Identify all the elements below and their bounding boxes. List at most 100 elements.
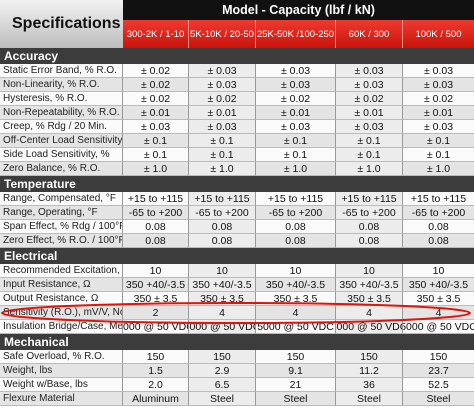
cell-value: ± 0.1: [123, 134, 189, 148]
row-label: Weight, lbs: [0, 364, 123, 378]
cell-value: ± 0.02: [189, 92, 256, 106]
row-label: Insulation Bridge/Case, MegΩ: [0, 320, 123, 334]
cell-value: ± 0.02: [123, 92, 189, 106]
cell-value: ± 0.1: [256, 134, 336, 148]
row-label: Zero Balance, % R.O.: [0, 162, 123, 176]
cell-value: -65 to +200: [403, 206, 474, 220]
cell-value: 4: [256, 306, 336, 320]
cell-value: -65 to +200: [123, 206, 189, 220]
cell-value: ± 0.03: [403, 64, 474, 78]
cell-value: ± 0.03: [189, 64, 256, 78]
cell-value: 350 +40/-3.5: [403, 278, 474, 292]
cell-value: 5000 @ 50 VDC: [336, 320, 403, 334]
cell-value: ± 0.03: [403, 120, 474, 134]
model-header: 60K / 300: [336, 20, 403, 48]
cell-value: 10: [403, 264, 474, 278]
cell-value: 2.9: [189, 364, 256, 378]
table-title: Specifications: [0, 0, 123, 48]
cell-value: ± 0.02: [123, 64, 189, 78]
cell-value: 5000 @ 50 VDC: [189, 320, 256, 334]
cell-value: +15 to +115: [256, 192, 336, 206]
cell-value: 0.08: [256, 220, 336, 234]
group-title: Model - Capacity (lbf / kN): [123, 0, 474, 20]
cell-value: 10: [336, 264, 403, 278]
section-header: Accuracy: [0, 48, 474, 64]
row-label: Safe Overload, % R.O.: [0, 350, 123, 364]
row-label: Off-Center Load Sensitivity, %/in: [0, 134, 123, 148]
cell-value: ± 0.02: [256, 92, 336, 106]
cell-value: ± 0.03: [336, 64, 403, 78]
cell-value: 350 ± 3.5: [256, 292, 336, 306]
cell-value: 6.5: [189, 378, 256, 392]
row-label: Sensitivity (R.O.), mV/V, Nominal: [0, 306, 123, 320]
cell-value: ± 0.01: [189, 106, 256, 120]
cell-value: 350 +40/-3.5: [189, 278, 256, 292]
row-label: Output Resistance, Ω: [0, 292, 123, 306]
cell-value: 350 ± 3.5: [123, 292, 189, 306]
cell-value: ± 0.1: [336, 148, 403, 162]
model-header: 300-2K / 1-10: [123, 20, 189, 48]
cell-value: 5000 @ 50 VDC: [123, 320, 189, 334]
row-label: Weight w/Base, lbs: [0, 378, 123, 392]
model-header: 100K / 500: [403, 20, 474, 48]
cell-value: 10: [189, 264, 256, 278]
cell-value: 21: [256, 378, 336, 392]
cell-value: Steel: [403, 392, 474, 406]
cell-value: ± 0.01: [403, 106, 474, 120]
cell-value: 0.08: [403, 234, 474, 248]
cell-value: 350 +40/-3.5: [123, 278, 189, 292]
cell-value: 5000 @ 50 VDC: [256, 320, 336, 334]
row-label: Span Effect, % Rdg / 100°F: [0, 220, 123, 234]
cell-value: 1.5: [123, 364, 189, 378]
cell-value: 0.08: [336, 220, 403, 234]
row-label: Static Error Band, % R.O.: [0, 64, 123, 78]
row-label: Range, Operating, °F: [0, 206, 123, 220]
cell-value: ± 0.03: [336, 120, 403, 134]
cell-value: 11.2: [336, 364, 403, 378]
cell-value: 0.08: [336, 234, 403, 248]
cell-value: 0.08: [189, 234, 256, 248]
cell-value: 150: [336, 350, 403, 364]
row-label: Range, Compensated, °F: [0, 192, 123, 206]
cell-value: ± 0.1: [189, 134, 256, 148]
cell-value: 150: [256, 350, 336, 364]
cell-value: 2.0: [123, 378, 189, 392]
cell-value: 5000 @ 50 VDC: [403, 320, 474, 334]
cell-value: 0.08: [189, 220, 256, 234]
cell-value: ± 0.03: [256, 120, 336, 134]
cell-value: -65 to +200: [189, 206, 256, 220]
model-header: 5K-10K / 20-50: [189, 20, 256, 48]
row-label: Zero Effect, % R.O. / 100°F: [0, 234, 123, 248]
cell-value: 52.5: [403, 378, 474, 392]
cell-value: 150: [123, 350, 189, 364]
cell-value: 350 +40/-3.5: [336, 278, 403, 292]
cell-value: ± 0.03: [123, 120, 189, 134]
cell-value: 4: [403, 306, 474, 320]
cell-value: 350 ± 3.5: [189, 292, 256, 306]
cell-value: +15 to +115: [123, 192, 189, 206]
cell-value: ± 0.03: [189, 120, 256, 134]
cell-value: Steel: [189, 392, 256, 406]
cell-value: 0.08: [123, 234, 189, 248]
cell-value: 4: [189, 306, 256, 320]
cell-value: ± 0.1: [403, 134, 474, 148]
row-label: Side Load Sensitivity, %: [0, 148, 123, 162]
cell-value: ± 1.0: [189, 162, 256, 176]
row-label: Recommended Excitation, VDC: [0, 264, 123, 278]
cell-value: ± 0.01: [123, 106, 189, 120]
cell-value: ± 0.02: [123, 78, 189, 92]
cell-value: ± 0.03: [256, 78, 336, 92]
cell-value: ± 1.0: [123, 162, 189, 176]
cell-value: ± 0.03: [189, 78, 256, 92]
cell-value: Steel: [336, 392, 403, 406]
cell-value: 10: [256, 264, 336, 278]
cell-value: ± 1.0: [256, 162, 336, 176]
cell-value: 36: [336, 378, 403, 392]
cell-value: ± 1.0: [403, 162, 474, 176]
cell-value: -65 to +200: [256, 206, 336, 220]
cell-value: 150: [189, 350, 256, 364]
row-label: Hysteresis, % R.O.: [0, 92, 123, 106]
cell-value: ± 0.01: [256, 106, 336, 120]
cell-value: Steel: [256, 392, 336, 406]
